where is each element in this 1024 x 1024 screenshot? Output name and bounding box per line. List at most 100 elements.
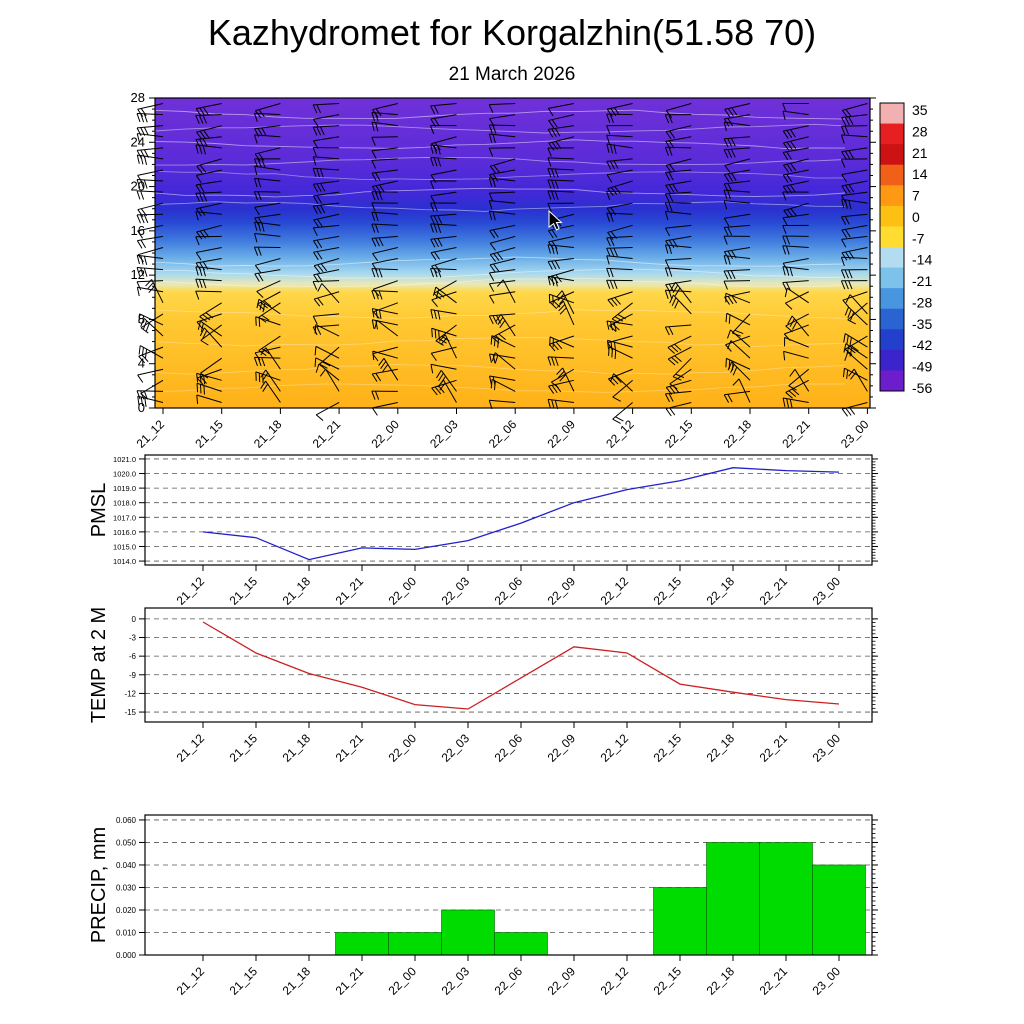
wind-barb-feather <box>551 141 558 150</box>
wind-barb-staff <box>841 134 868 138</box>
x-tick-label: 23_00 <box>810 574 844 608</box>
wind-barb-staff <box>845 343 868 359</box>
y-tick-label: 0.000 <box>116 951 137 960</box>
precip-axis-title: PRECIP, mm <box>88 827 110 943</box>
wind-barb-feather <box>375 212 379 222</box>
wind-barb-feather <box>316 126 322 136</box>
wind-barb-feather <box>313 274 319 283</box>
wind-barb-staff <box>547 168 574 171</box>
x-tick-label: 22_03 <box>439 964 473 998</box>
wind-barb-feather <box>606 125 611 135</box>
wind-barb-staff <box>254 221 281 226</box>
wind-barb-staff <box>489 114 516 120</box>
wind-barb-staff <box>372 308 398 315</box>
wind-barb-feather <box>730 149 736 158</box>
wind-barb-feather <box>782 191 787 201</box>
panel-border <box>144 814 873 956</box>
wind-barb-feather <box>312 184 319 193</box>
wind-barb-feather <box>375 108 382 117</box>
wind-barb-feather <box>253 158 259 168</box>
wind-barb-feather <box>497 338 499 348</box>
wind-barb-staff <box>258 335 281 351</box>
x-tick-label: 22_03 <box>427 417 461 451</box>
wind-barb-staff <box>675 281 692 304</box>
wind-barb-feather <box>554 260 561 269</box>
wind-barb-staff <box>196 202 222 210</box>
wind-barb-feather <box>258 350 267 357</box>
wind-barb-staff <box>549 293 575 304</box>
wind-barb-feather <box>493 381 496 391</box>
wind-barb-staff <box>666 103 692 112</box>
wind-barb-feather <box>375 185 382 194</box>
wind-barb-staff <box>783 180 809 187</box>
wind-barb-feather <box>371 137 376 146</box>
wind-barb-staff <box>667 335 692 348</box>
wind-barb-staff <box>430 191 457 197</box>
wind-barb-feather <box>551 190 555 200</box>
wind-barb-staff <box>547 356 574 359</box>
wind-barb-feather <box>136 133 140 143</box>
x-tick-label: 22_12 <box>598 731 632 765</box>
wind-barb-feather <box>320 204 326 214</box>
precip-bar <box>653 887 707 956</box>
wind-barb-feather <box>196 131 203 140</box>
wind-barb-feather <box>608 378 615 386</box>
y-tick-label: -9 <box>129 671 137 680</box>
wind-barb-feather <box>254 233 258 243</box>
date-subtitle: 21 March 2026 <box>448 64 576 85</box>
wind-barb-feather <box>551 128 557 137</box>
x-tick-label: 21_15 <box>227 731 261 765</box>
wind-barb-staff <box>489 258 516 266</box>
wind-barb-feather <box>492 173 499 182</box>
wind-barb-feather <box>202 138 208 147</box>
wind-barb-staff <box>371 235 398 239</box>
wind-barb-feather <box>668 114 673 124</box>
wind-barb-staff <box>853 368 868 392</box>
wind-barb-staff <box>196 258 222 264</box>
wind-barb-feather <box>195 144 199 154</box>
wind-barb-staff <box>313 246 340 253</box>
wind-barb-feather <box>786 163 793 172</box>
wind-barb-staff <box>431 136 457 145</box>
wind-barb-feather <box>196 383 199 393</box>
wind-barb-feather <box>199 316 208 323</box>
x-tick-label: 21_12 <box>134 417 168 451</box>
wind-barb-staff <box>313 191 340 197</box>
wind-barb-staff <box>196 125 222 133</box>
wind-barb-feather <box>261 357 266 367</box>
wind-barb-feather <box>547 108 554 117</box>
wind-barb-staff <box>313 269 340 276</box>
wind-barb-staff <box>430 169 457 176</box>
wind-barb-feather <box>668 393 674 402</box>
wind-barb-feather <box>436 291 445 298</box>
colorbar-tick-label: -49 <box>912 359 932 375</box>
wind-barb-staff <box>672 357 692 378</box>
wind-barb-staff <box>782 245 809 248</box>
wind-barb-feather <box>727 173 734 182</box>
contour-line <box>154 109 846 120</box>
x-tick-label: 23_00 <box>810 964 844 998</box>
wind-barb-feather <box>434 329 437 339</box>
wind-barb-staff <box>666 379 692 388</box>
wind-barb-staff <box>313 324 340 328</box>
wind-barb-feather <box>727 108 734 117</box>
wind-barb-staff <box>431 327 457 337</box>
wind-barb-feather <box>668 171 674 181</box>
colorbar-segment <box>880 103 904 125</box>
wind-barb-staff <box>431 379 457 389</box>
wind-barb-staff <box>196 246 222 253</box>
wind-barb-staff <box>430 309 457 315</box>
wind-barb-staff <box>730 340 751 359</box>
wind-barb-feather <box>437 157 442 167</box>
wind-barb-feather <box>253 191 259 201</box>
wind-barb-staff <box>200 324 222 341</box>
colorbar-segment <box>880 288 904 310</box>
wind-barb-feather <box>378 237 384 247</box>
wind-barb-feather <box>784 288 788 298</box>
wind-barb-feather <box>551 260 557 270</box>
wind-barb-staff <box>321 283 340 304</box>
wind-barb-staff <box>606 267 633 271</box>
wind-barb-feather <box>723 255 728 265</box>
wind-barb-staff <box>255 371 281 381</box>
y-tick-label: 1014.0 <box>113 557 136 566</box>
